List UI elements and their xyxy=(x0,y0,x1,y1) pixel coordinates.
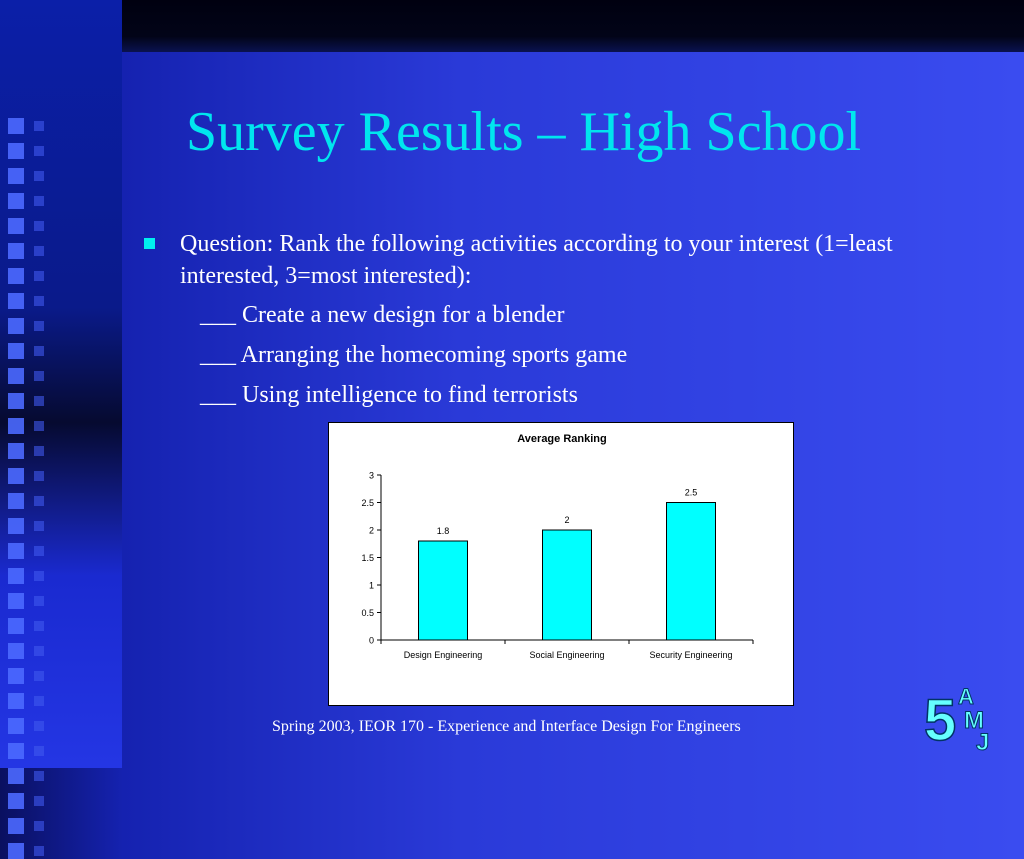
decorative-square-small xyxy=(34,221,44,231)
decorative-square xyxy=(8,618,24,634)
decorative-square-small xyxy=(34,796,44,806)
decorative-square-small xyxy=(34,746,44,756)
y-tick-label: 1.5 xyxy=(361,553,374,563)
decorative-square-small xyxy=(34,521,44,531)
footer-text: Spring 2003, IEOR 170 - Experience and I… xyxy=(272,718,741,735)
data-label: 2 xyxy=(564,515,569,525)
decorative-square-small xyxy=(34,471,44,481)
y-tick-label: 0.5 xyxy=(361,608,374,618)
decorative-square-small xyxy=(34,371,44,381)
decorative-square xyxy=(8,643,24,659)
option-2: ___ Arranging the homecoming sports game xyxy=(200,342,628,368)
x-axis: Design Engineering Social Engineering Secu… xyxy=(380,639,754,660)
decorative-square xyxy=(8,368,24,384)
decorative-square xyxy=(8,543,24,559)
decorative-square-small xyxy=(34,196,44,206)
decorative-square xyxy=(8,443,24,459)
decorative-square-small xyxy=(34,721,44,731)
bar-chart: Average Ranking 0 0.5 1 1.5 2 2.5 3 Design Eng… xyxy=(361,433,754,660)
decorative-square xyxy=(8,468,24,484)
decorative-square xyxy=(8,768,24,784)
decorative-square xyxy=(8,268,24,284)
chart-title: Average Ranking xyxy=(517,433,606,445)
bar xyxy=(418,540,468,641)
decorative-square-small xyxy=(34,546,44,556)
decorative-square-small xyxy=(34,496,44,506)
bullet-square-icon xyxy=(144,238,155,249)
logo-number: 5 xyxy=(924,688,956,753)
decorative-square-small xyxy=(34,346,44,356)
data-label: 2.5 xyxy=(685,488,698,498)
decorative-square xyxy=(8,693,24,709)
option-3: ___ Using intelligence to find terrorist… xyxy=(200,382,578,408)
decorative-square xyxy=(8,293,24,309)
logo-letter-m: M xyxy=(964,707,984,734)
decorative-square xyxy=(8,118,24,134)
decorative-square xyxy=(8,593,24,609)
bar xyxy=(666,502,716,641)
decorative-square-small xyxy=(34,296,44,306)
option-1: ___ Create a new design for a blender xyxy=(200,302,565,328)
survey-question: Question: Rank the following activities … xyxy=(180,231,893,289)
x-tick-label: Social Engineering xyxy=(529,650,604,660)
decorative-square-small xyxy=(34,771,44,781)
decorative-square xyxy=(8,193,24,209)
decorative-square-small xyxy=(34,246,44,256)
decorative-square xyxy=(8,493,24,509)
decorative-square-small xyxy=(34,821,44,831)
decorative-square-small xyxy=(34,696,44,706)
decorative-square xyxy=(8,218,24,234)
chart-panel: Average Ranking 0 0.5 1 1.5 2 2.5 3 Design Eng… xyxy=(328,422,794,706)
y-tick-label: 2.5 xyxy=(361,498,374,508)
decorative-square xyxy=(8,143,24,159)
decorative-square xyxy=(8,418,24,434)
decorative-square-small xyxy=(34,421,44,431)
decorative-square-small xyxy=(34,571,44,581)
5amj-logo: 5 A M J xyxy=(924,684,990,755)
decorative-square xyxy=(8,393,24,409)
decorative-square xyxy=(8,818,24,834)
y-tick-label: 2 xyxy=(369,526,374,536)
decorative-square-small xyxy=(34,621,44,631)
top-band xyxy=(122,0,1024,52)
bars: 1.8 2 2.5 xyxy=(418,488,716,641)
decorative-square-small xyxy=(34,596,44,606)
decorative-square-small xyxy=(34,171,44,181)
decorative-square-small xyxy=(34,446,44,456)
decorative-square xyxy=(8,718,24,734)
decorative-square-small xyxy=(34,121,44,131)
decorative-square xyxy=(8,518,24,534)
decorative-square-small xyxy=(34,846,44,856)
y-tick-label: 0 xyxy=(369,636,374,646)
decorative-square-small xyxy=(34,646,44,656)
decorative-square xyxy=(8,568,24,584)
decorative-square-small xyxy=(34,146,44,156)
decorative-square xyxy=(8,793,24,809)
decorative-square-small xyxy=(34,321,44,331)
decorative-square-small xyxy=(34,396,44,406)
x-tick-label: Security Engineering xyxy=(649,650,732,660)
logo-letter-a: A xyxy=(958,684,974,709)
y-axis: 0 0.5 1 1.5 2 2.5 3 xyxy=(361,471,382,646)
decorative-square xyxy=(8,843,24,859)
decorative-square xyxy=(8,243,24,259)
decorative-square xyxy=(8,168,24,184)
logo-letter-j: J xyxy=(976,729,989,754)
x-tick-label: Design Engineering xyxy=(404,650,483,660)
bar xyxy=(542,529,592,641)
decorative-square-small xyxy=(34,671,44,681)
y-tick-label: 1 xyxy=(369,581,374,591)
data-label: 1.8 xyxy=(437,526,450,536)
decorative-square xyxy=(8,668,24,684)
y-tick-label: 3 xyxy=(369,471,374,481)
decorative-square-small xyxy=(34,271,44,281)
decorative-square xyxy=(8,343,24,359)
decorative-square xyxy=(8,743,24,759)
decorative-square xyxy=(8,318,24,334)
slide-title: Survey Results – High School xyxy=(186,101,862,163)
